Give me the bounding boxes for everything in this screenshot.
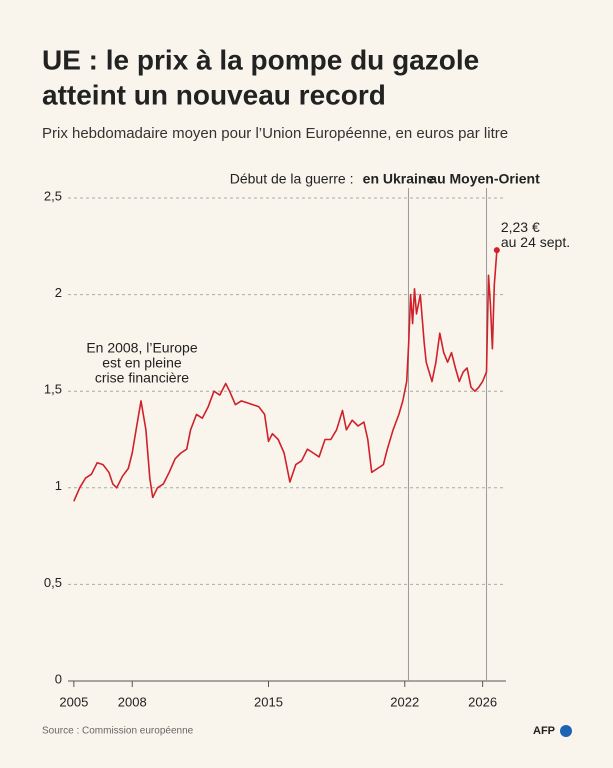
- chart-subtitle: Prix hebdomadaire moyen pour l’Union Eur…: [42, 125, 508, 142]
- annotation: En 2008, l’Europe: [86, 339, 198, 355]
- y-tick-label: 2,5: [44, 188, 62, 203]
- annotation: au 24 sept.: [501, 234, 570, 250]
- y-tick-label: 0: [55, 671, 62, 686]
- y-tick-label: 1: [55, 478, 62, 493]
- x-tick-label: 2005: [59, 694, 88, 709]
- event-label: au Moyen-Orient: [429, 171, 540, 187]
- logo: AFP: [533, 725, 555, 737]
- last-point: [493, 247, 500, 254]
- y-tick-label: 1,5: [44, 382, 62, 397]
- x-tick-label: 2026: [468, 694, 497, 709]
- chart-title: UE : le prix à la pompe du gazole: [42, 44, 479, 75]
- event-label: en Ukraine: [363, 171, 435, 187]
- x-tick-label: 2008: [118, 694, 147, 709]
- annotation: 2,23 €: [501, 219, 540, 235]
- y-tick-label: 2: [55, 285, 62, 300]
- chart-title: atteint un nouveau record: [42, 79, 386, 110]
- source: Source : Commission européenne: [42, 726, 194, 737]
- annotation: crise financière: [95, 369, 189, 385]
- x-tick-label: 2015: [254, 694, 283, 709]
- y-tick-label: 0,5: [44, 575, 62, 590]
- x-tick-label: 2022: [390, 694, 419, 709]
- price-line: [73, 250, 498, 502]
- annotation: est en pleine: [102, 354, 182, 370]
- logo-dot: [560, 725, 572, 737]
- events-label: Début de la guerre :: [230, 171, 354, 187]
